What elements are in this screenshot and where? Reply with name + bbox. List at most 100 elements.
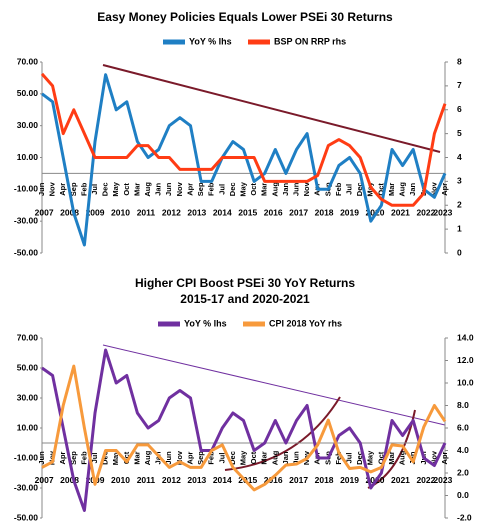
x-year-label: 2018 xyxy=(315,475,334,485)
y2-tick-label: 10.0 xyxy=(457,377,474,387)
y-tick-label: -50.00 xyxy=(14,512,38,522)
x-tick-label: Apr xyxy=(185,183,194,196)
y2-tick-label: 5 xyxy=(457,128,462,138)
trend-line xyxy=(102,64,441,153)
x-tick-label: Sep xyxy=(196,451,205,465)
y-tick-label: 10.00 xyxy=(17,152,39,162)
y2-tick-label: 0 xyxy=(457,247,462,257)
legend-label: CPI 2018 YoY rhs xyxy=(269,318,342,328)
x-tick-label: Aug xyxy=(270,450,279,465)
x-year-label: 2016 xyxy=(264,207,283,217)
chart-subtitle: 2015-17 and 2020-2021 xyxy=(180,292,310,306)
x-tick-label: Jun xyxy=(292,451,301,465)
y2-tick-label: 6.0 xyxy=(457,422,469,432)
x-year-label: 2021 xyxy=(391,475,410,485)
x-tick-label: May xyxy=(238,450,247,465)
x-tick-label: Jan xyxy=(408,182,417,195)
x-tick-label: Jun xyxy=(292,182,301,196)
x-tick-label: Jul xyxy=(345,453,354,464)
data-line xyxy=(41,364,447,492)
x-tick-label: Jul xyxy=(90,184,99,195)
x-tick-label: Dec xyxy=(101,182,110,196)
x-tick-label: Jan xyxy=(154,451,163,464)
x-year-label: 2019 xyxy=(340,207,359,217)
x-tick-label: Sep xyxy=(69,182,78,196)
x-year-label: 2007 xyxy=(35,475,54,485)
x-tick-label: Nov xyxy=(429,181,438,196)
x-tick-label: Mar xyxy=(260,451,269,464)
x-tick-label: Nov xyxy=(302,181,311,196)
x-tick-label: Dec xyxy=(355,451,364,465)
y2-tick-label: 2.0 xyxy=(457,467,469,477)
x-year-label: 2012 xyxy=(162,207,181,217)
x-tick-label: Feb xyxy=(207,182,216,196)
x-tick-label: Oct xyxy=(122,183,131,196)
x-year-label: 2012 xyxy=(162,475,181,485)
y2-tick-label: 1 xyxy=(457,223,462,233)
y-tick-label: 70.00 xyxy=(17,56,39,66)
x-tick-label: Nov xyxy=(175,181,184,196)
trend-line xyxy=(102,344,446,426)
x-year-label: 2017 xyxy=(289,475,308,485)
x-tick-label: Aug xyxy=(270,182,279,197)
x-year-label: 2023 xyxy=(433,207,452,217)
legend-label: BSP ON RRP rhs xyxy=(274,36,346,46)
x-tick-label: Jun xyxy=(164,451,173,465)
x-year-label: 2010 xyxy=(111,207,130,217)
y-tick-label: 30.00 xyxy=(17,120,39,130)
x-tick-label: Dec xyxy=(228,182,237,196)
y2-tick-label: 8 xyxy=(457,56,462,66)
x-year-label: 2008 xyxy=(60,475,79,485)
x-year-label: 2009 xyxy=(86,207,105,217)
x-year-label: 2022 xyxy=(416,475,435,485)
x-tick-label: May xyxy=(366,450,375,465)
y-tick-label: -30.00 xyxy=(14,215,38,225)
x-tick-label: Mar xyxy=(387,183,396,196)
y-tick-label: -10.00 xyxy=(14,184,38,194)
x-tick-label: Jul xyxy=(90,453,99,464)
x-tick-label: Aug xyxy=(143,450,152,465)
y2-tick-label: 6 xyxy=(457,104,462,114)
x-tick-label: May xyxy=(111,181,120,196)
x-tick-label: Mar xyxy=(132,183,141,196)
y-tick-label: -30.00 xyxy=(14,482,38,492)
x-tick-label: Feb xyxy=(207,451,216,465)
data-line xyxy=(41,73,447,247)
x-tick-label: Aug xyxy=(143,182,152,197)
y2-tick-label: 3 xyxy=(457,176,462,186)
x-tick-label: Dec xyxy=(101,451,110,465)
x-tick-label: Nov xyxy=(429,450,438,465)
y2-tick-label: 2 xyxy=(457,200,462,210)
x-tick-label: Oct xyxy=(376,183,385,196)
x-tick-label: Oct xyxy=(249,183,258,196)
x-tick-label: Jan xyxy=(281,451,290,464)
y-tick-label: 10.00 xyxy=(17,422,39,432)
x-year-label: 2007 xyxy=(35,207,54,217)
x-year-label: 2015 xyxy=(238,207,257,217)
data-line xyxy=(41,348,447,512)
annotation-arc xyxy=(224,396,341,471)
y-tick-label: -10.00 xyxy=(14,452,38,462)
legend-label: YoY % lhs xyxy=(184,318,227,328)
x-tick-label: Apr xyxy=(440,451,449,464)
x-year-label: 2018 xyxy=(315,207,334,217)
x-tick-label: Dec xyxy=(228,451,237,465)
x-tick-label: Mar xyxy=(260,183,269,196)
x-year-label: 2019 xyxy=(340,475,359,485)
x-year-label: 2023 xyxy=(433,475,452,485)
x-tick-label: Feb xyxy=(79,451,88,465)
y2-tick-label: 8.0 xyxy=(457,400,469,410)
x-tick-label: Feb xyxy=(334,182,343,196)
x-tick-label: Mar xyxy=(387,451,396,464)
x-year-label: 2022 xyxy=(416,207,435,217)
x-year-label: 2021 xyxy=(391,207,410,217)
x-tick-label: Oct xyxy=(376,451,385,464)
x-tick-label: Feb xyxy=(334,451,343,465)
x-tick-label: Jul xyxy=(217,453,226,464)
y2-tick-label: 0.0 xyxy=(457,490,469,500)
y2-tick-label: -2.0 xyxy=(457,512,472,522)
y2-tick-label: 4.0 xyxy=(457,445,469,455)
x-tick-label: Oct xyxy=(122,451,131,464)
x-tick-label: Oct xyxy=(249,451,258,464)
